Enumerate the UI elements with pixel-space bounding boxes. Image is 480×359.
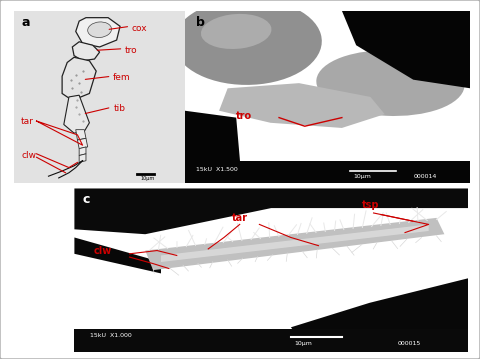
- Text: fem: fem: [113, 74, 131, 83]
- Text: clw: clw: [21, 151, 36, 160]
- Polygon shape: [185, 111, 242, 183]
- Text: tsp: tsp: [362, 200, 379, 210]
- Polygon shape: [145, 218, 444, 270]
- Bar: [74, 329, 468, 352]
- Text: tro: tro: [236, 111, 252, 121]
- Text: tar: tar: [21, 117, 34, 126]
- Text: clw: clw: [94, 246, 112, 256]
- Ellipse shape: [316, 50, 465, 116]
- Text: tro: tro: [125, 46, 138, 55]
- Polygon shape: [74, 188, 468, 234]
- Text: 15kU  X1.000: 15kU X1.000: [90, 333, 132, 338]
- FancyBboxPatch shape: [14, 11, 185, 183]
- Text: 10μm: 10μm: [295, 341, 312, 346]
- Text: 000014: 000014: [413, 174, 437, 179]
- Text: tib: tib: [113, 104, 125, 113]
- Text: cox: cox: [132, 23, 148, 33]
- Bar: [185, 161, 470, 183]
- Ellipse shape: [88, 22, 111, 38]
- Polygon shape: [76, 18, 120, 47]
- Text: 000015: 000015: [397, 341, 420, 346]
- Polygon shape: [77, 138, 88, 149]
- Polygon shape: [291, 278, 468, 352]
- Text: b: b: [196, 16, 205, 29]
- Text: 10μm: 10μm: [141, 176, 155, 181]
- Polygon shape: [79, 147, 86, 155]
- Polygon shape: [342, 11, 470, 88]
- Text: 10μm: 10μm: [353, 174, 371, 179]
- Polygon shape: [62, 57, 96, 101]
- Ellipse shape: [201, 14, 272, 49]
- Polygon shape: [64, 95, 89, 133]
- Text: a: a: [21, 16, 30, 29]
- Text: tar: tar: [232, 213, 248, 223]
- Polygon shape: [79, 154, 86, 162]
- Polygon shape: [76, 130, 86, 140]
- Text: 15kU  X1.500: 15kU X1.500: [196, 167, 238, 172]
- Ellipse shape: [173, 0, 322, 85]
- Polygon shape: [74, 238, 161, 274]
- Polygon shape: [219, 83, 384, 128]
- Text: c: c: [82, 194, 90, 206]
- Polygon shape: [161, 224, 429, 262]
- Polygon shape: [72, 42, 100, 61]
